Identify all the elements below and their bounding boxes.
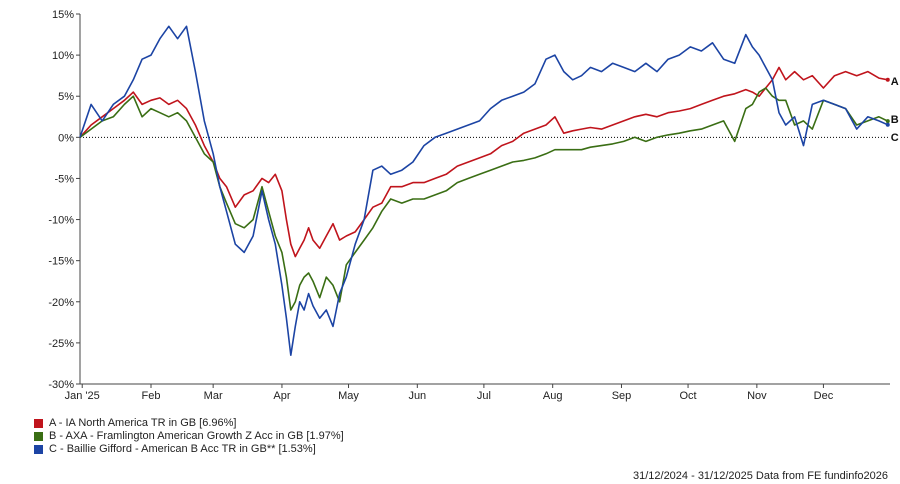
legend-label-c: C - Baillie Gifford - American B Acc TR … (49, 443, 316, 455)
x-tick-label: Oct (679, 390, 696, 402)
x-tick-label: Nov (747, 390, 767, 402)
series-end-point-c (885, 122, 890, 127)
x-tick-label: Sep (612, 390, 632, 402)
line-chart: 15% 10% 5% 0% -5% -10% -15% -20% -25% -30%Jan '25… (48, 9, 899, 402)
legend-swatch-a (34, 419, 43, 428)
y-tick-label: -15% (48, 256, 74, 268)
x-tick-label: Jun (408, 390, 426, 402)
legend-item-a: A - IA North America TR in GB [6.96%] (34, 417, 344, 430)
x-tick-label: Mar (204, 390, 223, 402)
series-end-label-a: A (891, 76, 899, 88)
y-tick-label: -25% (48, 338, 74, 350)
legend-label-b: B - AXA - Framlington American Growth Z … (49, 430, 344, 442)
y-tick-label: 15% (52, 9, 74, 21)
series-end-label-c: C (891, 132, 899, 144)
y-tick-label: 5% (58, 91, 74, 103)
x-tick-label: Apr (273, 390, 290, 402)
series-line-b (79, 87, 889, 311)
y-tick-label: -5% (54, 173, 74, 185)
x-tick-label: Aug (543, 390, 563, 402)
legend-item-c: C - Baillie Gifford - American B Acc TR … (34, 443, 344, 456)
legend-swatch-b (34, 432, 43, 441)
x-tick-label: Feb (142, 390, 161, 402)
legend-label-a: A - IA North America TR in GB [6.96%] (49, 417, 237, 429)
series-end-label-b: B (891, 114, 899, 126)
x-tick-label: Jan '25 (65, 390, 100, 402)
series-line-c (79, 25, 889, 356)
y-tick-label: -10% (48, 215, 74, 227)
legend-item-b: B - AXA - Framlington American Growth Z … (34, 430, 344, 443)
y-tick-label: 10% (52, 50, 74, 62)
y-tick-label: -20% (48, 297, 74, 309)
x-tick-label: Jul (477, 390, 491, 402)
x-tick-label: Dec (814, 390, 834, 402)
chart-legend: A - IA North America TR in GB [6.96%] B … (34, 417, 344, 456)
series-end-point-b (885, 119, 890, 124)
y-tick-label: -30% (48, 379, 74, 391)
data-source-footer: 31/12/2024 - 31/12/2025 Data from FE fun… (632, 470, 888, 482)
series-end-point-a (885, 77, 890, 82)
x-tick-label: May (338, 390, 359, 402)
legend-swatch-c (34, 445, 43, 454)
series-line-a (79, 66, 888, 258)
y-tick-label: 0% (58, 132, 74, 144)
